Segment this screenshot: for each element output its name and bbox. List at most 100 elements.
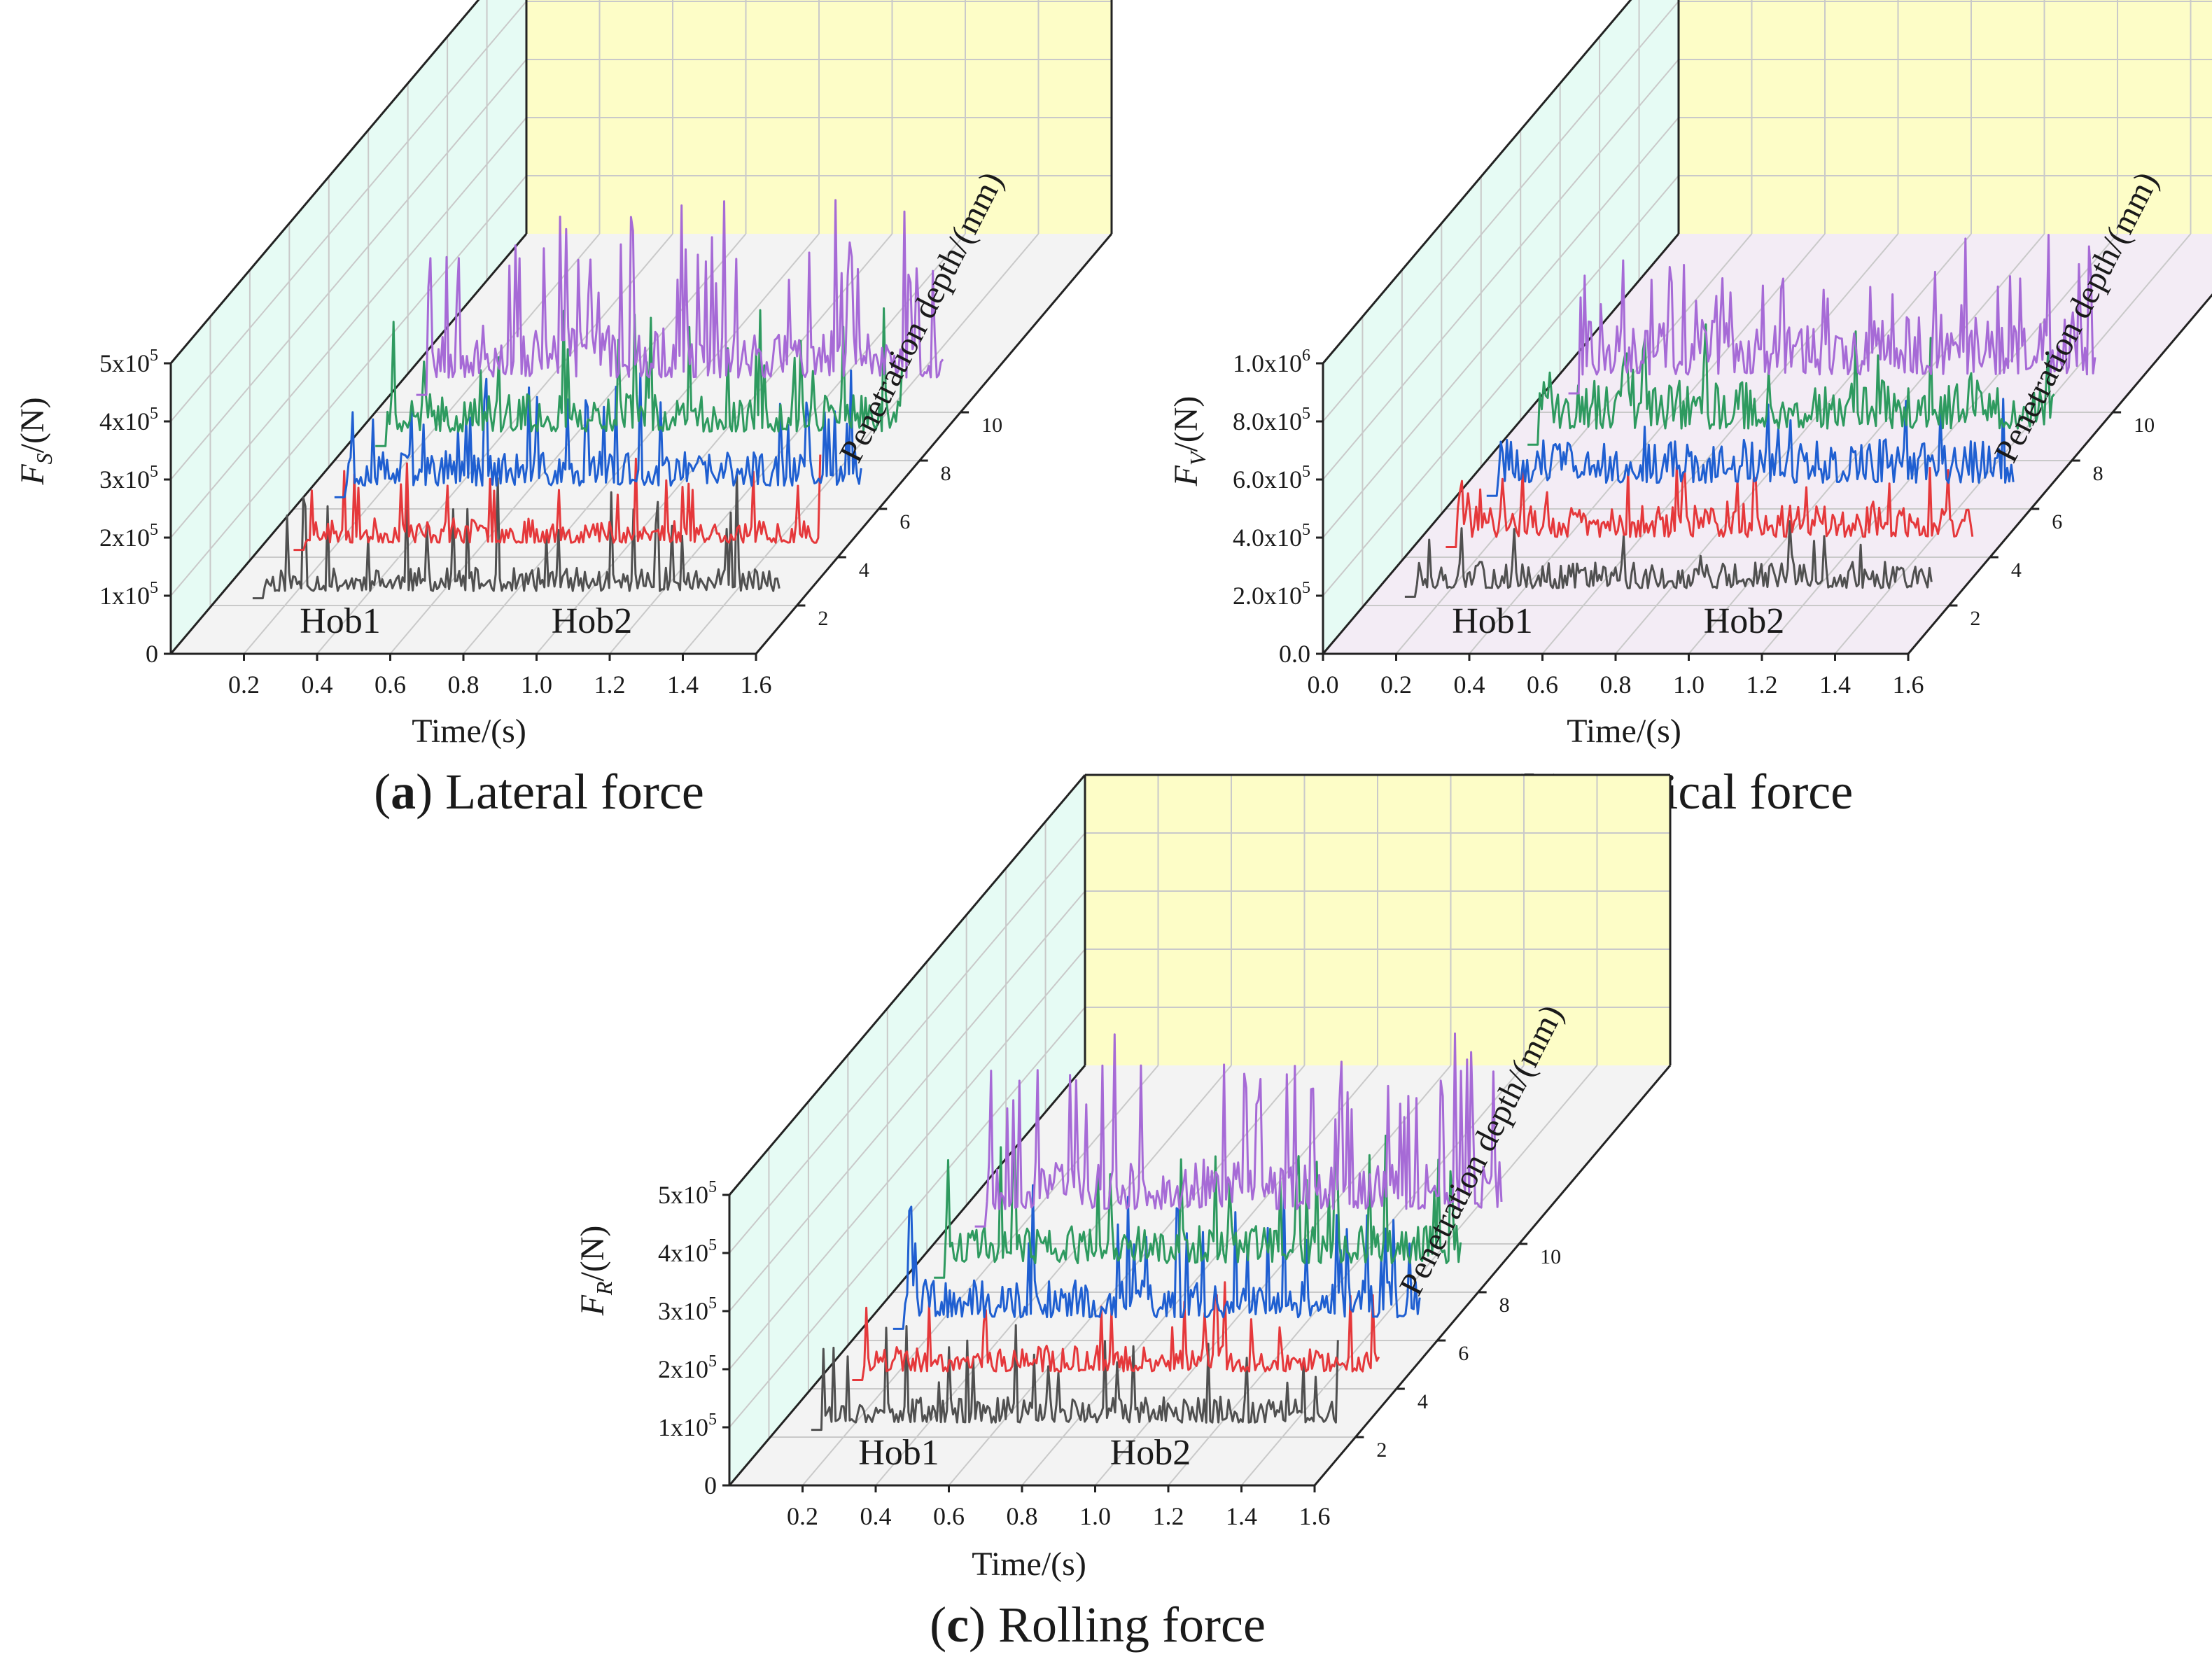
- z-tick-label: 2: [1376, 1438, 1387, 1462]
- floor-depth-grid: [1834, 233, 2192, 654]
- y-tick-label: 1x105: [99, 579, 158, 610]
- y-tick-exponent: 5: [708, 1294, 717, 1312]
- z-tick-label: 8: [941, 462, 951, 485]
- z-tick-label: 6: [899, 510, 910, 533]
- series-line-depth-10: [974, 1032, 1503, 1228]
- series-line-depth-6: [334, 369, 862, 498]
- x-tick-label: 1.2: [1153, 1502, 1184, 1530]
- x-tick-label: 0.8: [1600, 671, 1632, 699]
- x-tick-label: 1.4: [1226, 1502, 1257, 1530]
- series-line-depth-4: [1446, 465, 1974, 548]
- y-tick-label: 1.0x106: [1233, 346, 1310, 377]
- x-tick-label: 1.2: [1746, 671, 1778, 699]
- left-wall-hgrid: [170, 117, 527, 538]
- x-tick-label: 0.6: [933, 1502, 965, 1530]
- x-tick-label: 1.2: [594, 671, 626, 699]
- y-tick-exponent: 5: [708, 1410, 717, 1429]
- z-tick-label: 6: [1458, 1342, 1469, 1365]
- z-tick-label: 10: [981, 414, 1002, 437]
- z-tick-label: 2: [1970, 607, 1980, 630]
- x-tick-label: 0.2: [1380, 671, 1412, 699]
- left-wall-hgrid: [729, 1007, 1086, 1428]
- x-tick-label: 0.8: [448, 671, 479, 699]
- x-tick-label: 1.4: [1819, 671, 1851, 699]
- left-wall-hgrid: [729, 890, 1086, 1312]
- z-tick-label: 10: [1540, 1245, 1561, 1268]
- y-tick-label: 1x105: [658, 1410, 717, 1441]
- x-tick-label: 0.4: [1454, 671, 1485, 699]
- panel-c-rolling-force: 0 1x105 2x105 3x105 4x105 5x105 0.2 0.4 0.6 0.8 1.…: [574, 774, 1672, 1653]
- axis-edge: [1313, 1065, 1672, 1486]
- floor: [1323, 234, 2212, 654]
- series-line-depth-2: [811, 1324, 1339, 1432]
- z-tick-label: 2: [818, 607, 828, 630]
- x-axis-label: Time/(s): [412, 713, 526, 750]
- x-axis-label: Time/(s): [972, 1546, 1086, 1583]
- series-line-depth-4: [852, 1281, 1380, 1381]
- y-tick-label: 4.0x105: [1233, 521, 1310, 552]
- left-wall-hgrid: [170, 59, 527, 480]
- x-tick-label: 0.0: [1308, 671, 1339, 699]
- x-tick-label: 1.6: [741, 671, 772, 699]
- floor-depth-grid: [1615, 233, 1972, 654]
- y-tick-label: 2x105: [658, 1352, 717, 1383]
- left-wall-hgrid: [170, 1, 527, 422]
- series-line-depth-6: [892, 1184, 1421, 1330]
- y-tick-exponent: 5: [150, 579, 158, 597]
- y-tick-label: 2x105: [99, 521, 158, 552]
- x-axis-label: Time/(s): [1567, 713, 1681, 750]
- y-tick-label: 4x105: [658, 1236, 717, 1267]
- panel-caption: (a) Lateral force: [374, 764, 704, 820]
- series-line-depth-10: [416, 199, 944, 396]
- x-tick-label: 1.0: [1079, 1502, 1111, 1530]
- floor-depth-grid: [1240, 1065, 1598, 1486]
- y-axis-label: FR/(N): [574, 1226, 617, 1317]
- left-wall-hgrid: [1322, 175, 1679, 596]
- x-tick-label: 1.4: [667, 671, 699, 699]
- x-tick-label: 0.4: [860, 1502, 892, 1530]
- y-tick-exponent: 5: [1302, 521, 1310, 539]
- y-tick-exponent: 5: [150, 463, 158, 481]
- panel-caption: (c) Rolling force: [930, 1597, 1266, 1653]
- y-tick-exponent: 5: [708, 1236, 717, 1254]
- hob1-label: Hob1: [858, 1433, 939, 1473]
- z-tick-label: 8: [2093, 462, 2104, 485]
- y-tick-label: 3x105: [658, 1294, 717, 1325]
- series-line-depth-2: [252, 471, 780, 600]
- y-tick-exponent: 5: [150, 405, 158, 423]
- y-tick-exponent: 5: [1302, 463, 1310, 481]
- left-wall-hgrid: [729, 832, 1086, 1254]
- axes: [728, 774, 1672, 1487]
- z-tick-label: 4: [859, 559, 869, 582]
- floor-depth-grid: [1469, 233, 1826, 654]
- axis-edge: [728, 774, 1086, 1196]
- axis-edge: [169, 0, 480, 364]
- z-tick-label: 8: [1499, 1294, 1510, 1317]
- y-tick-exponent: 5: [150, 521, 158, 539]
- x-tick-label: 1.0: [521, 671, 552, 699]
- y-tick-exponent: 6: [1302, 346, 1310, 365]
- series-line-depth-8: [934, 1134, 1462, 1279]
- x-tick-label: 0.8: [1007, 1502, 1038, 1530]
- left-wall-hgrid: [1322, 1, 1679, 422]
- x-tick-label: 0.2: [228, 671, 260, 699]
- left-wall-hgrid: [1322, 59, 1679, 480]
- hob2-label: Hob2: [552, 601, 633, 641]
- y-tick-exponent: 5: [150, 346, 158, 365]
- hob2-label: Hob2: [1110, 1433, 1191, 1473]
- hob1-label: Hob1: [300, 601, 381, 641]
- y-tick-exponent: 5: [1302, 405, 1310, 423]
- x-tick-label: 0.4: [302, 671, 333, 699]
- floor-depth-grid: [1541, 233, 1899, 654]
- axis-edge: [1907, 293, 2212, 654]
- y-tick-label: 2.0x105: [1233, 579, 1310, 610]
- y-tick-label: 6.0x105: [1233, 463, 1310, 493]
- series-line-depth-6: [1486, 398, 2015, 497]
- y-tick-label: 0.0: [1279, 640, 1310, 668]
- y-tick-exponent: 5: [1302, 579, 1310, 597]
- y-tick-exponent: 5: [708, 1178, 717, 1196]
- y-tick-label: 3x105: [99, 463, 158, 493]
- y-tick-label: 5x105: [658, 1178, 717, 1209]
- series-line-depth-8: [1527, 323, 2055, 446]
- y-axis-label: FV/(N): [1168, 396, 1210, 487]
